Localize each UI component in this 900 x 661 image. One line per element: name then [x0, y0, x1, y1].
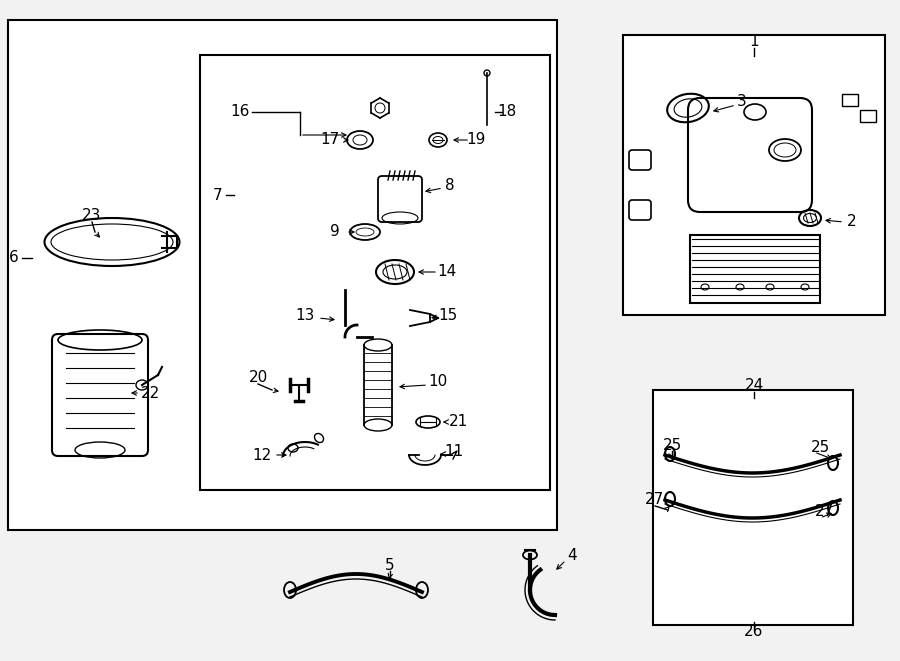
- Bar: [200, 55, 550, 490]
- Text: 11: 11: [445, 444, 464, 459]
- Text: 1: 1: [749, 34, 759, 50]
- Text: 10: 10: [428, 375, 447, 389]
- Text: 21: 21: [448, 414, 468, 430]
- Text: 6: 6: [9, 251, 19, 266]
- Text: 9: 9: [330, 225, 340, 239]
- Text: 25: 25: [662, 438, 681, 453]
- Text: 16: 16: [230, 104, 249, 120]
- Text: 27: 27: [645, 492, 664, 508]
- Text: 4: 4: [567, 547, 577, 563]
- Text: 27: 27: [815, 504, 834, 520]
- Text: 24: 24: [744, 379, 763, 393]
- Text: 19: 19: [466, 132, 486, 147]
- Text: 22: 22: [140, 385, 159, 401]
- Text: 25: 25: [810, 440, 830, 455]
- Text: 8: 8: [446, 178, 454, 192]
- Text: 15: 15: [438, 307, 457, 323]
- Bar: [623, 35, 885, 315]
- Text: 17: 17: [320, 132, 339, 147]
- Text: 26: 26: [744, 625, 764, 639]
- Bar: [653, 390, 853, 625]
- Text: 12: 12: [252, 447, 272, 463]
- Text: 20: 20: [248, 371, 267, 385]
- Text: 2: 2: [847, 215, 857, 229]
- Text: 3: 3: [737, 95, 747, 110]
- Bar: [842, 94, 858, 106]
- Text: 13: 13: [295, 307, 315, 323]
- Bar: [8, 20, 557, 530]
- Text: 14: 14: [437, 264, 456, 280]
- Text: 5: 5: [385, 557, 395, 572]
- Bar: [690, 235, 820, 303]
- Bar: [860, 110, 876, 122]
- Text: 18: 18: [498, 104, 517, 120]
- Text: 7: 7: [213, 188, 223, 202]
- Text: 23: 23: [82, 208, 102, 223]
